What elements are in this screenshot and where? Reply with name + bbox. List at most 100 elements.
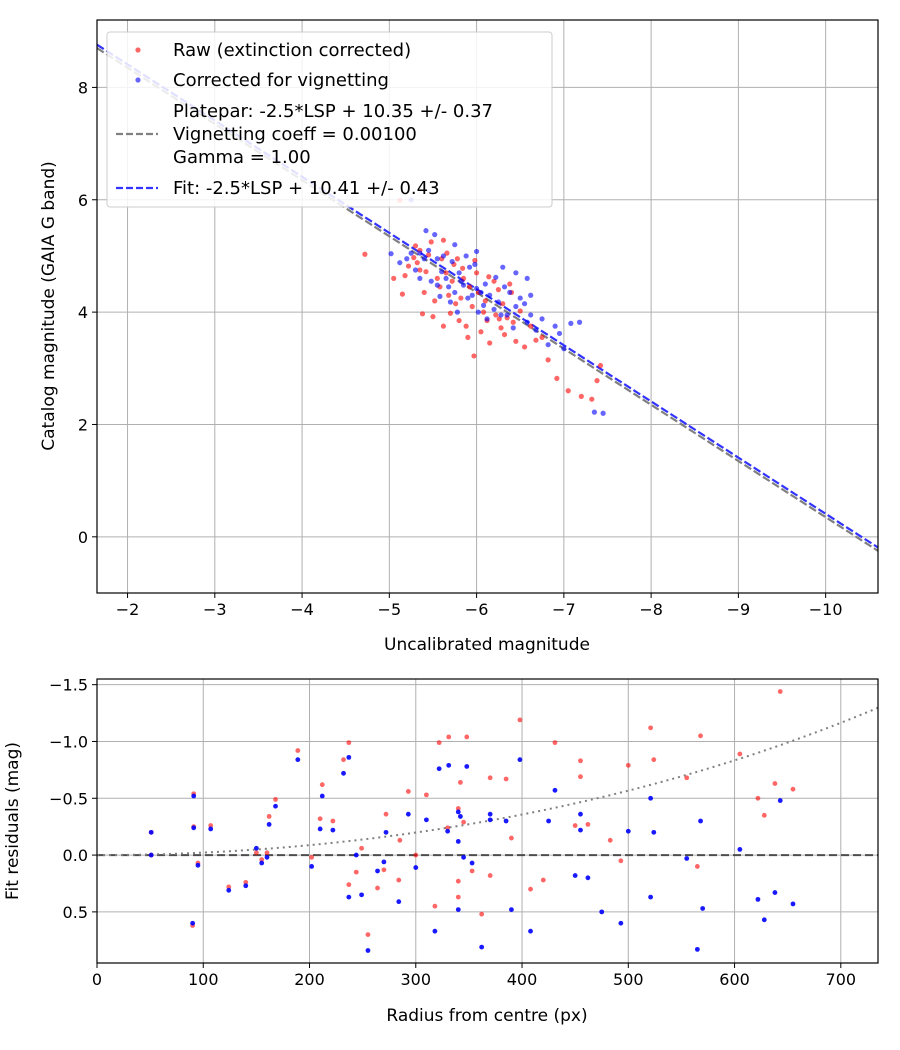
data-point [600, 410, 606, 416]
data-point [295, 748, 301, 753]
top-data-points [362, 197, 606, 416]
data-point [346, 754, 352, 760]
data-point [309, 864, 315, 869]
data-point [353, 869, 359, 875]
data-point [319, 782, 325, 788]
data-point [453, 301, 459, 307]
data-point [700, 906, 706, 911]
data-point [253, 845, 259, 851]
data-point [517, 757, 523, 763]
data-point [414, 260, 420, 266]
data-point [533, 337, 539, 343]
data-point [607, 837, 613, 843]
data-point [521, 344, 528, 350]
data-point [434, 256, 440, 262]
data-point [482, 281, 488, 287]
data-point [496, 316, 502, 322]
data-point [625, 828, 631, 834]
data-point [513, 303, 519, 310]
data-point [346, 882, 352, 888]
bottom-grid [96, 679, 878, 963]
data-point [443, 275, 449, 282]
top-y-axis-label: Catalog magnitude (GAIA G band) [39, 161, 59, 451]
data-point [684, 856, 690, 861]
data-point [469, 868, 475, 874]
data-point [440, 237, 447, 243]
data-point [405, 263, 412, 269]
bottom-reference-lines [97, 706, 878, 857]
data-point [391, 275, 397, 282]
data-point [226, 884, 232, 890]
vignetting-curve [97, 706, 878, 857]
legend-label-raw: Raw (extinction corrected) [173, 40, 411, 61]
data-point [421, 256, 427, 262]
data-point [576, 319, 583, 325]
data-point [737, 751, 743, 757]
data-point [539, 334, 545, 340]
data-point [463, 253, 469, 259]
data-point [444, 250, 450, 256]
data-point [625, 762, 631, 768]
data-point [264, 850, 270, 856]
data-point [454, 309, 460, 315]
data-point [458, 278, 464, 284]
data-point [545, 342, 551, 348]
data-point [493, 312, 499, 318]
data-point [491, 306, 497, 312]
data-point [503, 818, 509, 824]
data-point [651, 757, 657, 763]
data-point [528, 323, 534, 329]
data-point [341, 770, 346, 776]
data-point [353, 852, 359, 858]
data-point [266, 814, 272, 819]
data-point [469, 292, 475, 298]
data-point [517, 295, 523, 301]
data-point [482, 298, 488, 304]
data-point [458, 814, 463, 819]
data-point [432, 298, 438, 304]
bot-x-tick-label: 500 [613, 970, 644, 989]
data-point [556, 330, 563, 337]
data-point [761, 917, 767, 923]
data-point [346, 740, 352, 746]
data-point [460, 282, 467, 288]
legend-label-corrected: Corrected for vignetting [173, 70, 389, 91]
data-point [417, 267, 423, 273]
legend-marker-raw [135, 47, 141, 53]
top-y-ticks: 0 2 4 6 8 [78, 78, 97, 547]
data-point [648, 725, 654, 731]
data-point [383, 811, 389, 817]
top-y-tick-label: 0 [78, 528, 88, 547]
legend-marker-corrected [135, 77, 141, 83]
data-point [698, 733, 703, 739]
data-point [399, 291, 406, 297]
data-point [469, 860, 475, 866]
data-point [504, 312, 510, 318]
data-point [266, 822, 272, 827]
legend-box [106, 31, 553, 208]
data-point [264, 854, 270, 860]
data-point [495, 287, 502, 293]
data-point [790, 901, 796, 907]
top-x-tick-label: −3 [203, 600, 227, 619]
data-point [509, 907, 514, 913]
data-point [487, 340, 493, 346]
data-point [517, 717, 523, 723]
bottom-x-ticks: 0 100 200 300 400 500 600 700 [92, 963, 856, 989]
data-point [552, 787, 558, 793]
data-point [423, 269, 429, 275]
data-point [460, 265, 466, 271]
data-point [190, 920, 196, 926]
bot-x-tick-label: 400 [507, 970, 538, 989]
data-point [456, 270, 462, 276]
data-point [755, 896, 761, 902]
top-x-tick-label: −4 [290, 600, 314, 619]
data-point [426, 252, 432, 258]
data-point [273, 797, 278, 802]
data-point [561, 346, 567, 352]
data-point [517, 308, 523, 314]
data-point [412, 243, 419, 249]
data-point [309, 854, 315, 860]
data-point [413, 865, 419, 870]
data-point [540, 877, 546, 883]
